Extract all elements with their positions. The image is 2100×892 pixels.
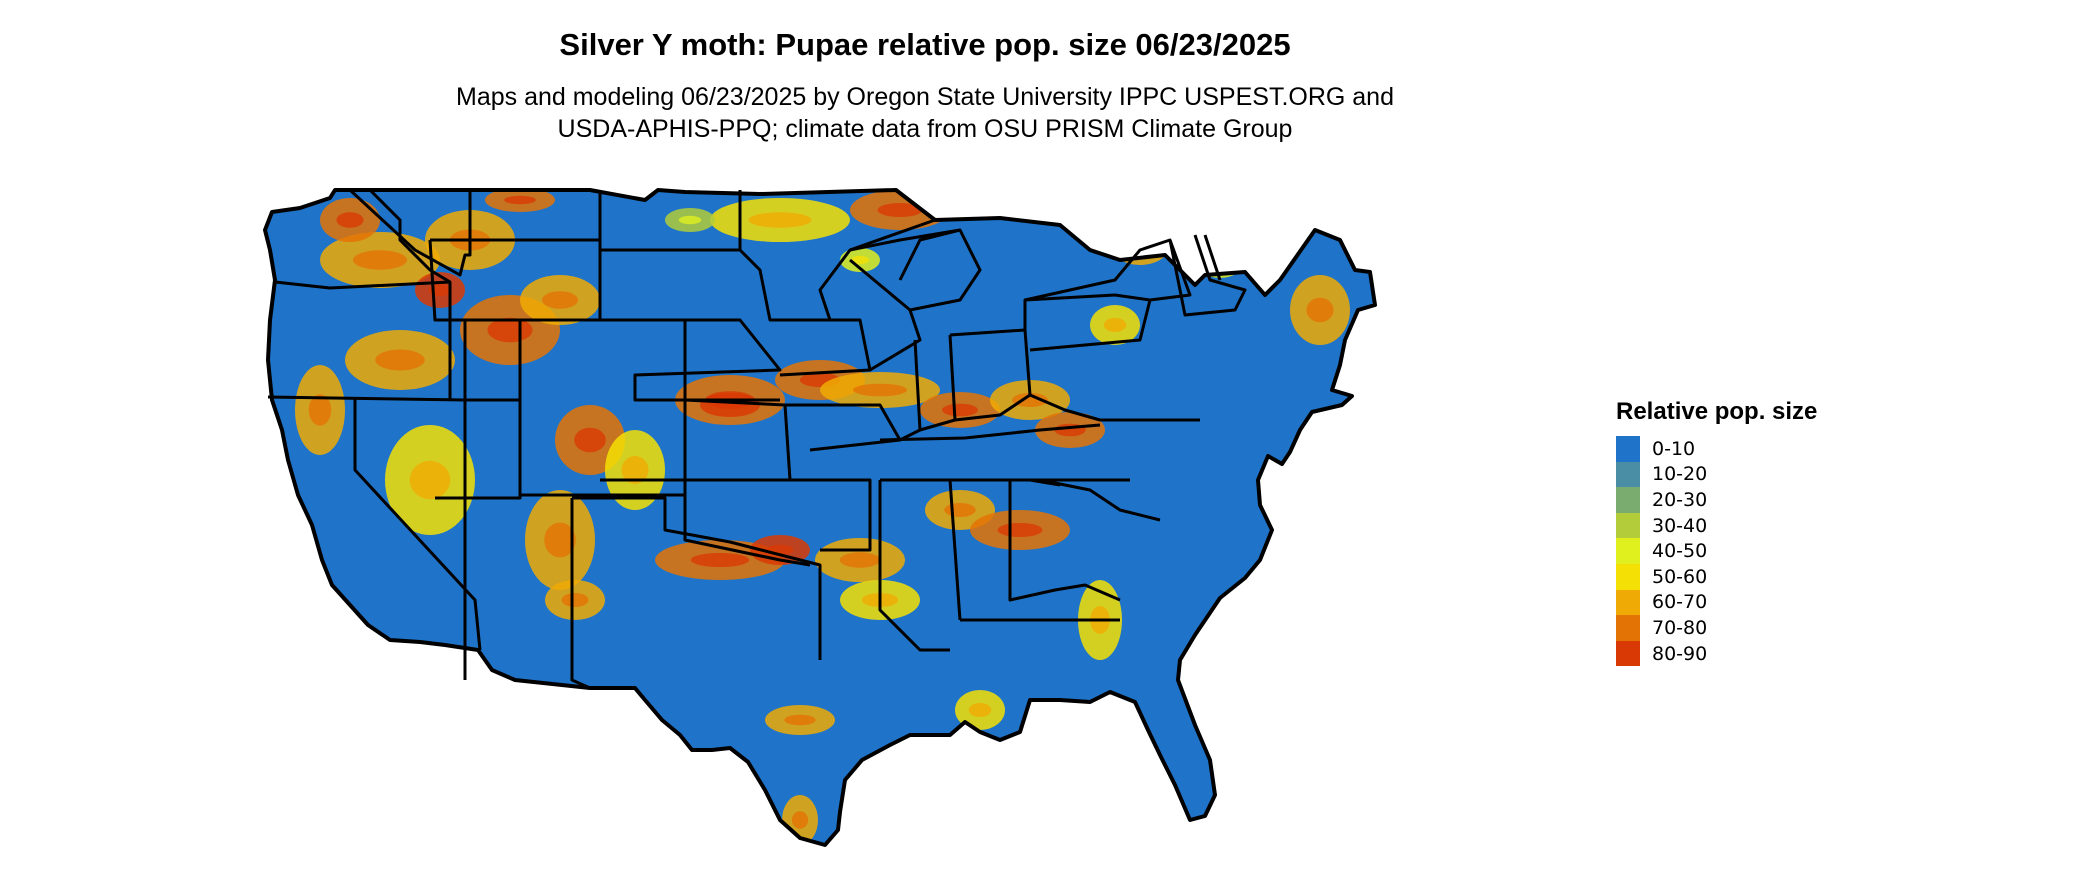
legend-swatch xyxy=(1616,512,1640,539)
hotspot-core xyxy=(1103,318,1127,332)
legend-item-50-60: 50-60 xyxy=(1616,563,1817,590)
hotspot-core xyxy=(942,403,978,417)
border-nm xyxy=(570,498,591,690)
border-new-england xyxy=(1168,234,1247,317)
hotspot-core xyxy=(1306,297,1334,323)
hotspot-core xyxy=(544,522,576,558)
border-wi-il xyxy=(849,258,922,372)
map-title: Silver Y moth: Pupae relative pop. size … xyxy=(559,27,1291,62)
border-ok xyxy=(600,478,811,567)
map-subtitle-line-2: USDA-APHIS-PPQ; climate data from OSU PR… xyxy=(557,115,1293,143)
border-wa-or xyxy=(274,280,451,290)
map-body xyxy=(265,190,1375,845)
border-ia-mo xyxy=(770,318,872,377)
border-id xyxy=(335,188,452,400)
legend-item-0-10: 0-10 xyxy=(1616,436,1817,462)
map-subtitle-line-1: Maps and modeling 06/23/2025 by Oregon S… xyxy=(456,83,1394,111)
hotspot-core xyxy=(574,427,606,453)
legend-label: 20-30 xyxy=(1652,488,1708,511)
hotspot-core xyxy=(542,291,578,309)
us-population-map xyxy=(263,188,1377,847)
hotspot-core xyxy=(851,255,869,265)
legend-title: Relative pop. size xyxy=(1616,398,1818,425)
border-tx xyxy=(572,496,822,660)
legend-item-40-50: 40-50 xyxy=(1616,538,1817,564)
hotspot-core xyxy=(336,212,364,228)
legend-label: 70-80 xyxy=(1652,616,1708,639)
hotspot-core xyxy=(688,774,712,786)
hotspot-core xyxy=(690,553,750,567)
legend-swatch xyxy=(1616,538,1640,564)
border-nv-ca xyxy=(353,397,482,651)
hotspot-core xyxy=(784,714,816,726)
legend-swatch xyxy=(1616,589,1640,616)
hotspot-core xyxy=(877,203,923,217)
legend-label: 30-40 xyxy=(1652,514,1708,537)
hotspot-core xyxy=(353,250,407,270)
border-or-ca-nv xyxy=(267,395,466,402)
hotspot-core xyxy=(409,460,451,500)
legend-swatch xyxy=(1616,487,1640,513)
border-nd-sd xyxy=(598,190,740,320)
border-va-wv xyxy=(1029,393,1200,422)
border-co xyxy=(518,320,687,497)
legend-item-10-20: 10-20 xyxy=(1616,461,1817,488)
border-ny xyxy=(1024,238,1192,302)
legend-label: 60-70 xyxy=(1652,591,1708,614)
hotspot-core xyxy=(997,523,1043,537)
hotspot-core xyxy=(944,503,976,517)
hotspot-core xyxy=(504,195,536,205)
legend-item-20-30: 20-30 xyxy=(1616,487,1817,513)
border-mi xyxy=(849,228,982,312)
hotspot xyxy=(675,765,725,795)
hotspot-core xyxy=(1012,393,1048,407)
legend-item-60-70: 60-70 xyxy=(1616,589,1817,616)
hotspot-core xyxy=(561,593,589,607)
border-mt xyxy=(348,188,472,277)
legend-label: 50-60 xyxy=(1652,565,1708,588)
legend-swatch xyxy=(1616,615,1640,641)
hotspot-core xyxy=(839,552,881,568)
border-ar-la xyxy=(790,478,872,552)
legend-label: 40-50 xyxy=(1652,540,1708,563)
border-ms-al xyxy=(878,479,962,652)
legend-item-70-80: 70-80 xyxy=(1616,615,1817,641)
border-ga xyxy=(1008,480,1121,602)
legend-item-80-90: 80-90 xyxy=(1616,640,1817,667)
legend-label: 10-20 xyxy=(1652,463,1708,486)
legend-swatch xyxy=(1616,640,1640,667)
legend-label: 0-10 xyxy=(1652,437,1696,460)
border-mo-ar xyxy=(785,403,902,452)
hotspot-core xyxy=(748,212,812,228)
border-ne-ks xyxy=(600,318,782,402)
hotspot-core xyxy=(308,394,332,426)
border-ks-ok xyxy=(684,398,792,482)
state-borders xyxy=(267,188,1247,690)
legend: Relative pop. size 0-10 10-20 20-30 30-40 40… xyxy=(1616,398,1818,667)
legend-swatch xyxy=(1616,436,1640,462)
hotspot-core xyxy=(678,215,702,225)
legend-item-30-40: 30-40 xyxy=(1616,512,1817,539)
border-ut xyxy=(435,318,522,500)
hotspot-core xyxy=(621,456,649,484)
legend-label: 80-90 xyxy=(1652,642,1708,665)
hotspot-core xyxy=(791,811,809,829)
legend-swatch xyxy=(1616,563,1640,590)
border-ky-tn xyxy=(879,423,1101,442)
border-sc-nc xyxy=(1030,478,1161,522)
hotspot-core xyxy=(853,383,907,397)
hotspot-core xyxy=(968,703,992,717)
hotspot-core xyxy=(375,349,425,371)
legend-swatch xyxy=(1616,461,1640,488)
legend-items: 0-10 10-20 20-30 30-40 40-50 50-60 60-70 70-80 8… xyxy=(1616,436,1817,667)
us-outline xyxy=(263,188,1377,847)
border-pa xyxy=(1023,293,1152,352)
